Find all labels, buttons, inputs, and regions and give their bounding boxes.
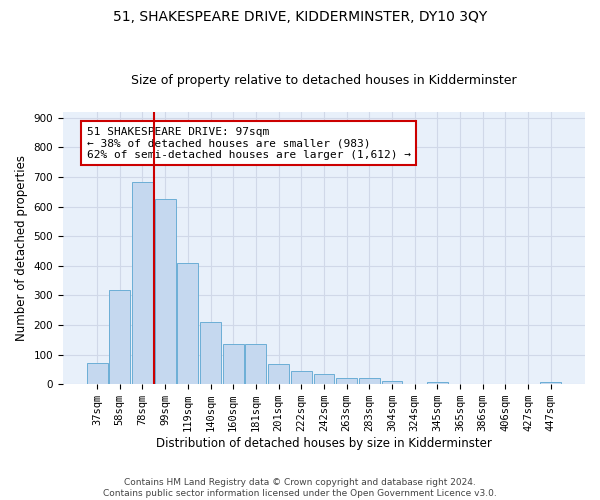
Bar bbox=[155, 199, 176, 384]
Bar bbox=[382, 381, 403, 384]
Bar bbox=[200, 322, 221, 384]
X-axis label: Distribution of detached houses by size in Kidderminster: Distribution of detached houses by size … bbox=[156, 437, 492, 450]
Bar bbox=[245, 344, 266, 384]
Bar bbox=[541, 382, 561, 384]
Bar bbox=[359, 378, 380, 384]
Title: Size of property relative to detached houses in Kidderminster: Size of property relative to detached ho… bbox=[131, 74, 517, 87]
Text: Contains HM Land Registry data © Crown copyright and database right 2024.
Contai: Contains HM Land Registry data © Crown c… bbox=[103, 478, 497, 498]
Bar bbox=[109, 290, 130, 384]
Bar bbox=[223, 344, 244, 384]
Bar bbox=[427, 382, 448, 384]
Bar bbox=[178, 263, 198, 384]
Bar bbox=[132, 182, 153, 384]
Bar bbox=[314, 374, 334, 384]
Bar bbox=[268, 364, 289, 384]
Text: 51, SHAKESPEARE DRIVE, KIDDERMINSTER, DY10 3QY: 51, SHAKESPEARE DRIVE, KIDDERMINSTER, DY… bbox=[113, 10, 487, 24]
Text: 51 SHAKESPEARE DRIVE: 97sqm
← 38% of detached houses are smaller (983)
62% of se: 51 SHAKESPEARE DRIVE: 97sqm ← 38% of det… bbox=[87, 126, 411, 160]
Bar bbox=[291, 370, 311, 384]
Y-axis label: Number of detached properties: Number of detached properties bbox=[15, 155, 28, 341]
Bar bbox=[86, 364, 107, 384]
Bar bbox=[336, 378, 357, 384]
